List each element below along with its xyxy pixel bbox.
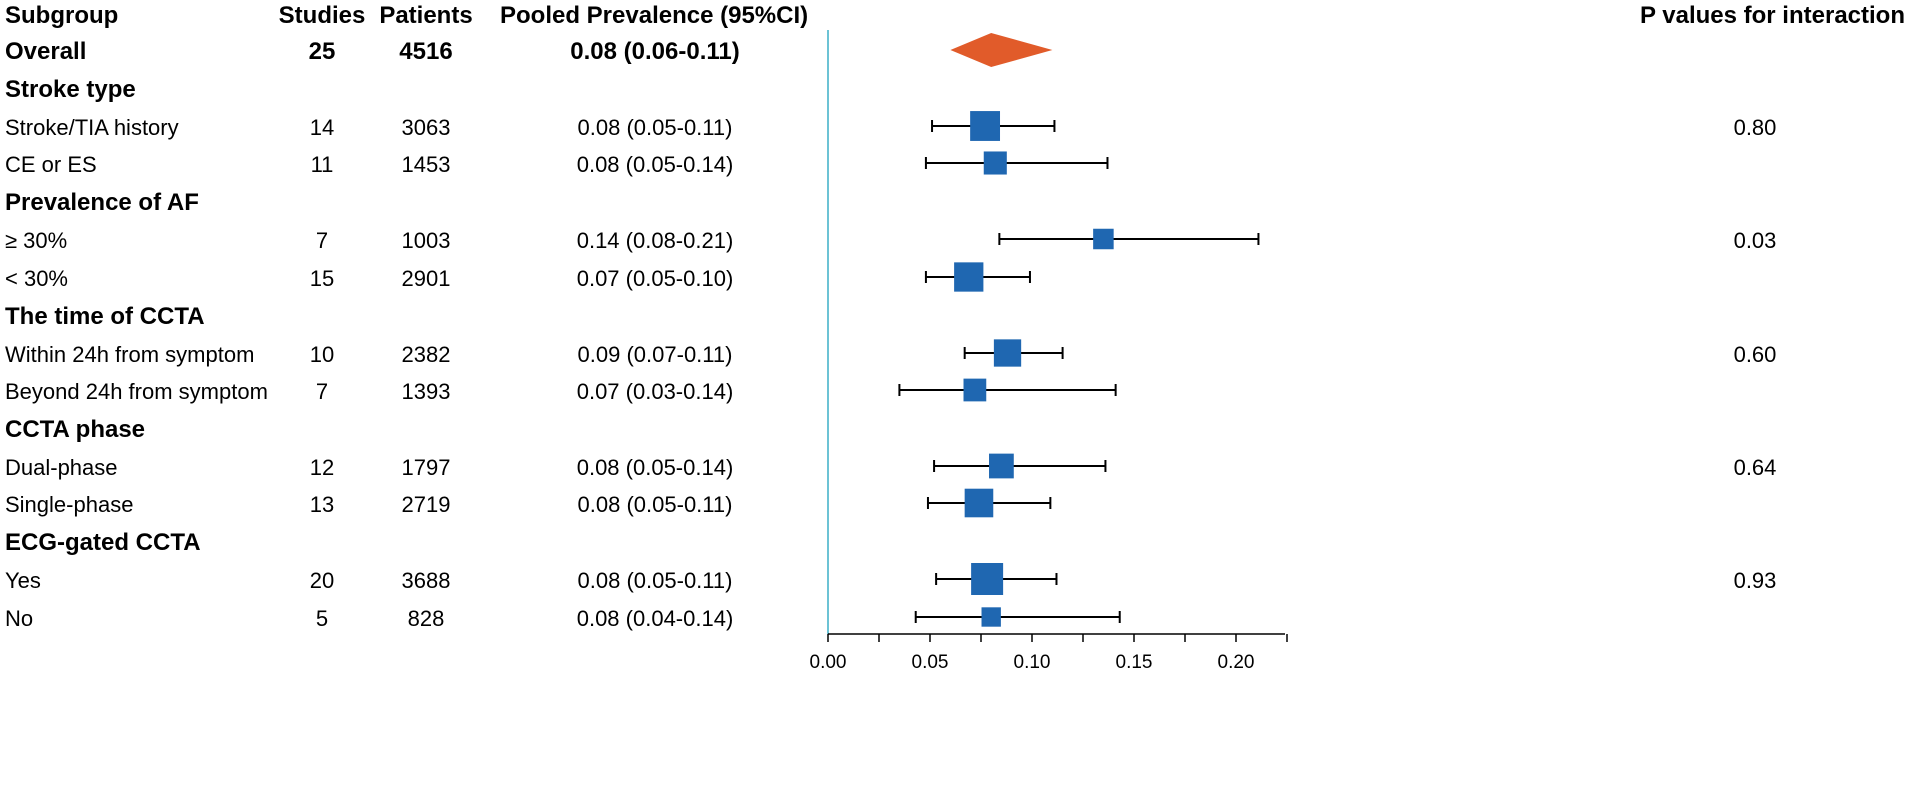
row-label: Dual-phase — [5, 455, 118, 480]
x-tick-label: 0.00 — [810, 652, 847, 673]
row-studies: 14 — [309, 115, 335, 140]
row-ci: 0.08 (0.05-0.11) — [577, 492, 733, 517]
row-label: CE or ES — [5, 152, 97, 177]
x-tick-label: 0.05 — [912, 652, 949, 673]
row-studies: 11 — [310, 152, 334, 177]
row-label: Yes — [5, 568, 41, 593]
row-patients: 828 — [407, 606, 445, 631]
row-ci: 0.08 (0.04-0.14) — [576, 606, 734, 631]
row-label: < 30% — [5, 266, 68, 291]
row-patients: 3688 — [401, 568, 451, 593]
point-estimate-square — [983, 151, 1007, 175]
row-ci: 0.07 (0.03-0.14) — [576, 379, 734, 404]
row-studies: 20 — [309, 568, 335, 593]
row-ci: 0.08 (0.05-0.11) — [577, 568, 733, 593]
header-pooled-prevalence: Pooled Prevalence (95%CI) — [500, 2, 809, 29]
point-estimate-square — [981, 607, 1001, 627]
overall-ci: 0.08 (0.06-0.11) — [570, 38, 740, 65]
row-patients: 3063 — [401, 115, 451, 140]
row-ci: 0.14 (0.08-0.21) — [576, 228, 734, 253]
point-estimate-square — [971, 563, 1004, 595]
row-studies: 15 — [309, 266, 335, 291]
p-value: 0.93 — [1733, 568, 1777, 593]
row-label: ≥ 30% — [5, 228, 68, 253]
point-estimate-square — [970, 111, 1001, 141]
p-value: 0.03 — [1733, 228, 1777, 253]
row-studies: 5 — [315, 606, 329, 631]
overall-diamond — [950, 33, 1053, 67]
header-patients: Patients — [379, 2, 473, 29]
row-ci: 0.08 (0.05-0.11) — [577, 115, 733, 140]
point-estimate-square — [993, 339, 1022, 367]
row-patients: 1393 — [401, 379, 451, 404]
row-patients: 1797 — [401, 455, 451, 480]
x-tick-label: 0.15 — [1116, 652, 1153, 673]
overall-label: Overall — [5, 38, 87, 65]
group-title-prevalence-af: Prevalence of AF — [5, 189, 199, 216]
row-patients: 1003 — [401, 228, 451, 253]
group-title-stroke-type: Stroke type — [5, 76, 136, 103]
row-studies: 7 — [315, 379, 329, 404]
row-label: No — [5, 606, 34, 631]
p-value: 0.60 — [1733, 342, 1777, 367]
row-label: Within 24h from symptom — [5, 342, 255, 367]
row-patients: 1453 — [401, 152, 451, 177]
row-ci: 0.09 (0.07-0.11) — [577, 342, 733, 367]
group-title-ccta-phase: CCTA phase — [5, 416, 146, 443]
row-label: Stroke/TIA history — [5, 115, 179, 140]
group-title-ecg-gated: ECG-gated CCTA — [5, 529, 201, 556]
row-label: Single-phase — [5, 492, 134, 517]
header-subgroup: Subgroup — [5, 2, 119, 29]
point-estimate-square — [954, 262, 984, 292]
row-patients: 2719 — [401, 492, 451, 517]
group-title-time-ccta: The time of CCTA — [5, 303, 205, 330]
point-estimate-square — [963, 378, 987, 402]
row-patients: 2901 — [401, 266, 451, 291]
overall-studies: 25 — [308, 38, 336, 65]
p-value: 0.64 — [1733, 455, 1777, 480]
row-label: Beyond 24h from symptom — [5, 379, 268, 404]
x-tick-label: 0.20 — [1218, 652, 1255, 673]
header-p-values: P values for interaction — [1640, 2, 1905, 29]
overall-patients: 4516 — [399, 38, 453, 65]
p-value: 0.80 — [1733, 115, 1777, 140]
x-tick-label: 0.10 — [1014, 652, 1051, 673]
point-estimate-square — [1093, 228, 1114, 250]
row-ci: 0.08 (0.05-0.14) — [576, 152, 734, 177]
row-studies: 10 — [309, 342, 335, 367]
point-estimate-square — [989, 453, 1014, 479]
row-studies: 13 — [309, 492, 335, 517]
point-estimate-square — [964, 488, 994, 518]
row-ci: 0.08 (0.05-0.14) — [576, 455, 734, 480]
row-studies: 12 — [309, 455, 335, 480]
header-studies: Studies — [278, 2, 366, 29]
row-patients: 2382 — [401, 342, 451, 367]
row-ci: 0.07 (0.05-0.10) — [576, 266, 734, 291]
row-studies: 7 — [315, 228, 329, 253]
